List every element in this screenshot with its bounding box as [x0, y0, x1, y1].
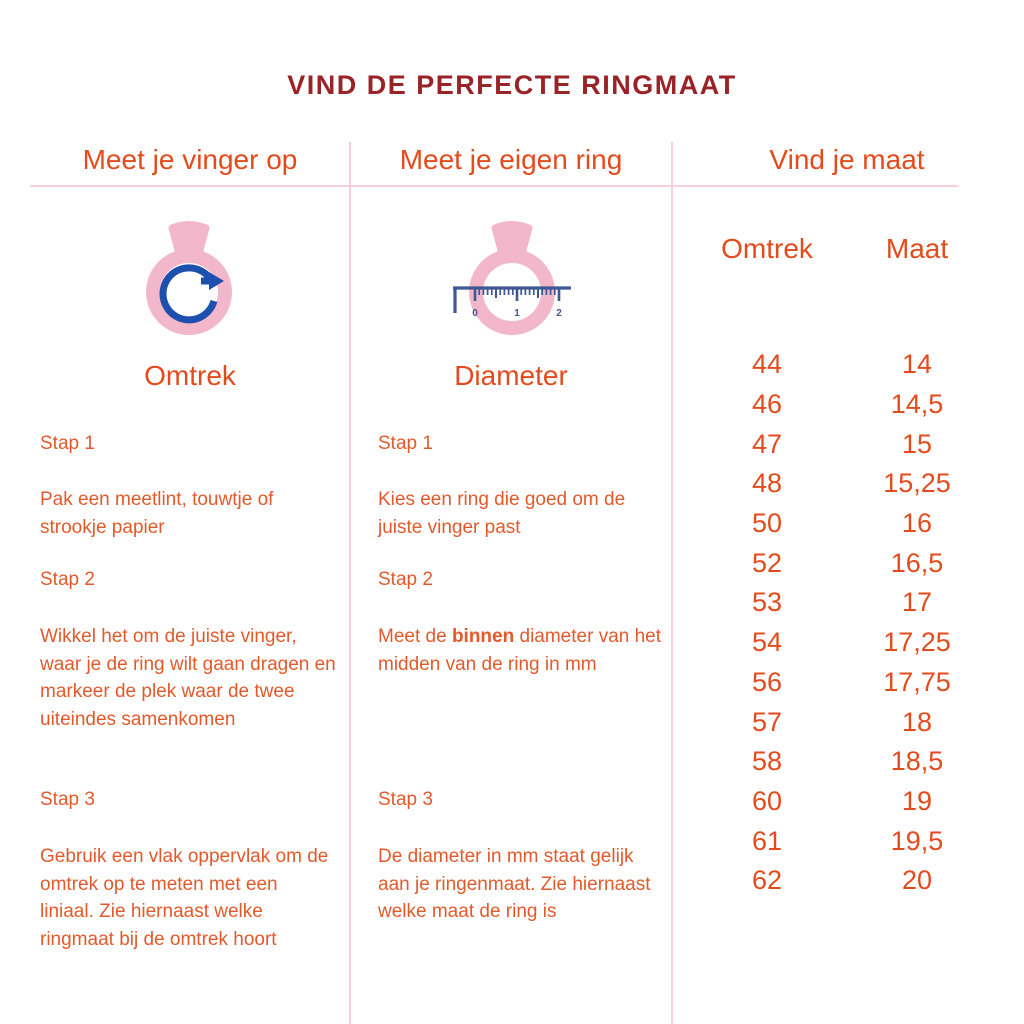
omtrek-value: 56 — [751, 666, 783, 697]
finger-step3-text: Gebruik een vlak oppervlak om de omtrek … — [40, 846, 329, 950]
maat-value: 17,25 — [883, 627, 951, 658]
divider-vertical-1 — [349, 142, 351, 1024]
omtrek-value: 47 — [751, 428, 783, 459]
gem-shape — [168, 221, 210, 258]
table-row: 60 19 — [692, 782, 992, 822]
size-table: 44 14 46 14,5 47 15 48 15,25 50 16 52 16,5 53 1… — [692, 345, 992, 901]
omtrek-value: 61 — [751, 825, 783, 856]
table-row: 47 15 — [692, 424, 992, 464]
ring-step1-title: Stap 1 — [378, 433, 433, 454]
circular-arrow — [159, 264, 218, 324]
table-row: 58 18,5 — [692, 742, 992, 782]
maat-value: 16 — [901, 508, 933, 539]
omtrek-value: 46 — [751, 389, 783, 420]
ruler-minor-ticks — [478, 288, 556, 295]
omtrek-value: 53 — [751, 587, 783, 618]
table-row: 61 19,5 — [692, 821, 992, 861]
omtrek-value: 52 — [751, 547, 783, 578]
ring-step3-text: De diameter in mm staat gelijk aan je ri… — [378, 846, 651, 922]
table-row: 56 17,75 — [692, 663, 992, 703]
method-label-diameter: Diameter — [454, 360, 568, 391]
maat-value: 14,5 — [890, 389, 944, 420]
ruler-number-0: 0 — [472, 308, 478, 319]
omtrek-value: 57 — [751, 706, 783, 737]
size-table-col-omtrek: Omtrek — [721, 233, 813, 264]
maat-value: 18 — [901, 706, 933, 737]
table-row: 50 16 — [692, 504, 992, 544]
maat-value: 19,5 — [890, 825, 944, 856]
maat-value: 19 — [901, 785, 933, 816]
maat-value: 15,25 — [883, 468, 951, 499]
maat-value: 17 — [901, 587, 933, 618]
page-title: VIND DE PERFECTE RINGMAAT — [287, 70, 737, 100]
size-table-subheaders: Omtrek Maat — [692, 233, 992, 265]
maat-value: 14 — [901, 349, 933, 380]
table-row: 52 16,5 — [692, 543, 992, 583]
ruler-number-1: 1 — [514, 308, 520, 319]
table-row: 57 18 — [692, 702, 992, 742]
ring-circumference-icon — [146, 221, 232, 335]
maat-value: 15 — [901, 428, 933, 459]
omtrek-value: 60 — [751, 785, 783, 816]
omtrek-value: 58 — [751, 746, 783, 777]
omtrek-value: 62 — [751, 865, 783, 896]
ring-step2-title: Stap 2 — [378, 569, 433, 590]
header-underline — [30, 185, 958, 187]
omtrek-value: 44 — [751, 349, 783, 380]
finger-step2-title: Stap 2 — [40, 569, 95, 590]
maat-value: 18,5 — [890, 746, 944, 777]
column-header-finger: Meet je vinger op — [82, 144, 298, 175]
finger-step3-title: Stap 3 — [40, 789, 95, 810]
ring-step2-text-after: diameter van het midden van de ring in m… — [378, 626, 662, 675]
size-table-col-maat: Maat — [885, 233, 949, 264]
finger-step1-title: Stap 1 — [40, 433, 95, 454]
ruler-major-ticks — [473, 288, 561, 301]
ring-step1-text: Kies een ring die goed om de juiste ving… — [378, 489, 626, 538]
maat-value: 20 — [901, 865, 933, 896]
finger-step1-text: Pak een meetlint, touwtje of strookje pa… — [40, 489, 274, 538]
ruler-number-2: 2 — [556, 308, 562, 319]
maat-value: 17,75 — [883, 666, 951, 697]
ring-ruler-icon: 0 1 2 — [453, 221, 571, 335]
maat-value: 16,5 — [890, 547, 944, 578]
column-header-ring: Meet je eigen ring — [399, 144, 623, 175]
table-row: 44 14 — [692, 345, 992, 385]
ring-step3-title: Stap 3 — [378, 789, 433, 810]
omtrek-value: 48 — [751, 468, 783, 499]
ring-step2-text-bold: binnen — [451, 626, 515, 647]
divider-vertical-2 — [671, 142, 673, 1024]
ring-band — [146, 249, 232, 335]
table-row: 48 15,25 — [692, 464, 992, 504]
column-header-size: Vind je maat — [769, 144, 925, 175]
table-row: 62 20 — [692, 861, 992, 901]
gem-shape — [491, 221, 533, 258]
omtrek-value: 50 — [751, 508, 783, 539]
circular-arrow-head — [209, 272, 224, 290]
table-row: 53 17 — [692, 583, 992, 623]
finger-step2-text: Wikkel het om de juiste vinger, waar je … — [40, 626, 336, 730]
omtrek-value: 54 — [751, 627, 783, 658]
ruler-half-ticks — [495, 288, 539, 298]
method-label-omtrek: Omtrek — [144, 360, 236, 391]
ring-step2-text: Meet de binnen diameter van het midden v… — [378, 623, 666, 678]
ring-step2-text-before: Meet de — [378, 626, 452, 647]
table-row: 46 14,5 — [692, 385, 992, 425]
table-row: 54 17,25 — [692, 623, 992, 663]
